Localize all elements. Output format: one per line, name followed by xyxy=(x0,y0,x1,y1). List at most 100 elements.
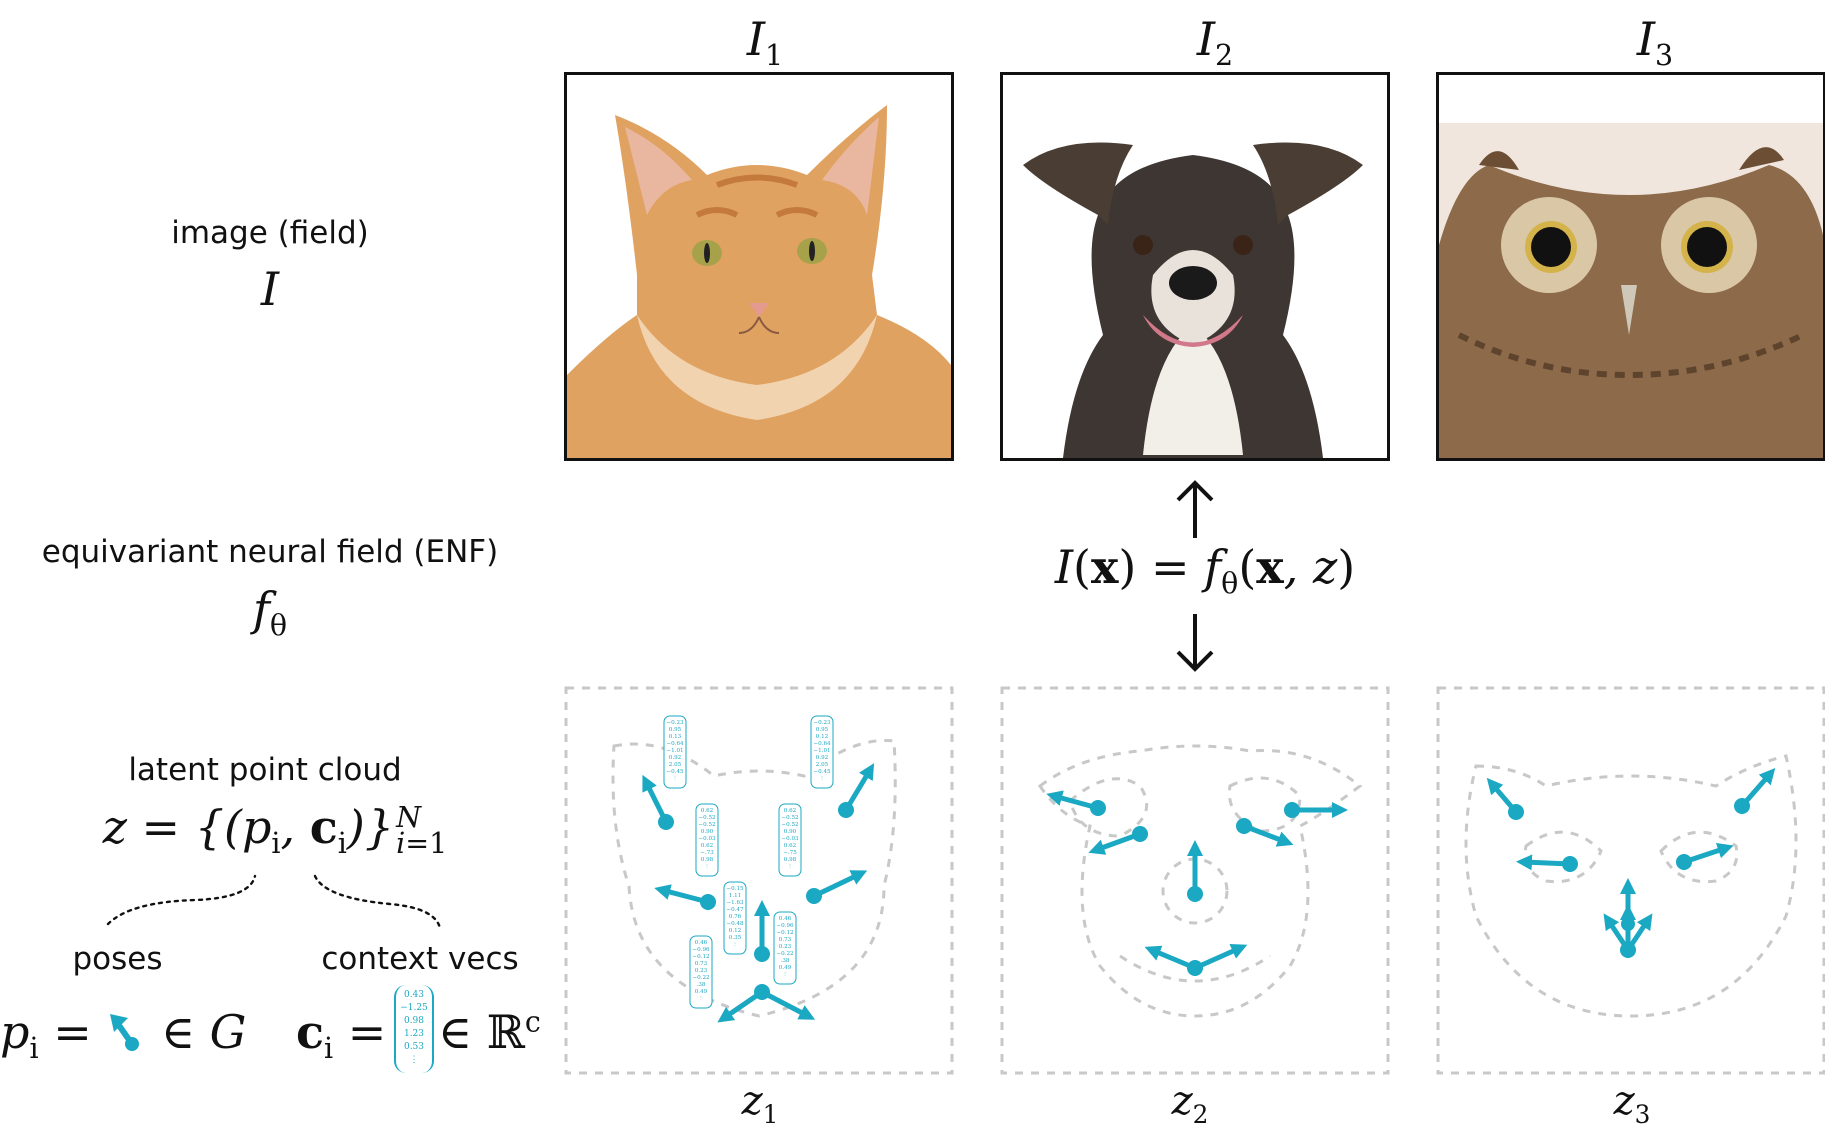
vector-value: 0.12 xyxy=(816,734,829,740)
vector-value: −0.12 xyxy=(776,930,794,936)
vector-value: 0.35 xyxy=(729,935,742,941)
pose-point xyxy=(1508,804,1524,820)
vector-value: ⋮ xyxy=(782,972,788,978)
vector-value: −0.12 xyxy=(692,954,710,960)
owl-outline xyxy=(1464,754,1798,1018)
vector-value: ⋮ xyxy=(704,864,710,870)
context-vecs-label: context vecs xyxy=(321,941,519,977)
vector-value: ⋮ xyxy=(698,996,704,1002)
pose-arrow-icon xyxy=(110,1014,140,1051)
vector-value: 0.49 xyxy=(779,965,792,971)
enf-symbol: fθ xyxy=(252,582,288,643)
image-title-3: I3 xyxy=(1636,12,1674,73)
image-field-label: image (field) xyxy=(171,215,369,251)
context-vector-column: 0.62−0.52−0.520.90−0.030.62−.750.98⋮ xyxy=(778,803,802,877)
vector-value: ⋮ xyxy=(787,864,793,870)
image-title-1: I1 xyxy=(746,12,784,73)
pose-point xyxy=(754,984,770,1000)
vector-value: −0.23 xyxy=(813,720,831,726)
pose-point xyxy=(1187,886,1203,902)
pose-point xyxy=(1187,960,1203,976)
context-value: 0.43 xyxy=(403,990,425,1000)
vector-value: −1.63 xyxy=(726,900,744,906)
latent-point-cloud-label: latent point cloud xyxy=(128,752,402,788)
vector-value: 2.05 xyxy=(816,762,829,768)
image-symbol: I xyxy=(260,262,280,316)
dog-outline xyxy=(1037,744,1363,1018)
formula-split-brackets xyxy=(106,874,442,930)
vector-value: −0.22 xyxy=(692,975,710,981)
pose-arrow xyxy=(1193,943,1248,971)
vector-value: −0.45 xyxy=(813,769,831,775)
context-value: 1.23 xyxy=(403,1029,425,1039)
vector-value: 0.12 xyxy=(729,928,742,934)
vector-value: 0.73 xyxy=(695,961,708,967)
vector-value: −0.52 xyxy=(781,815,799,821)
latent-z1-panel: −0.230.950.13−0.64−1.010.922.05−0.45⋮ −0… xyxy=(564,686,954,1075)
context-value: 0.98 xyxy=(403,1016,425,1026)
vector-value: 0.90 xyxy=(784,829,797,835)
vector-value: −1.01 xyxy=(666,748,683,754)
vector-value: 0.95 xyxy=(669,727,682,733)
pose-point xyxy=(1090,800,1106,816)
vector-value: −.73 xyxy=(700,850,714,856)
vector-value: 0.92 xyxy=(816,755,829,761)
vector-value: ⋮ xyxy=(732,942,738,948)
pose-point xyxy=(754,946,770,962)
context-vector-column: −0.151.11−1.63−0.470.76−0.480.120.35⋮ xyxy=(723,881,747,955)
pose-point xyxy=(1620,942,1636,958)
vector-value: 0.62 xyxy=(701,843,714,849)
latent-caption-3: z3 xyxy=(1613,1078,1651,1129)
vector-value: 0.95 xyxy=(816,727,829,733)
down-arrow-icon xyxy=(1176,614,1214,672)
vector-value: 0.62 xyxy=(784,808,797,814)
vector-value: −.75 xyxy=(783,850,797,856)
vector-value: −0.52 xyxy=(781,822,799,828)
latent-caption-1: z1 xyxy=(741,1078,779,1129)
vector-value: 0.73 xyxy=(779,937,792,943)
context-vector-column: −0.230.950.13−0.64−1.010.922.05−0.45⋮ xyxy=(663,715,687,789)
vector-value: 0.62 xyxy=(784,843,797,849)
pose-point xyxy=(700,894,716,910)
vector-value: −0.47 xyxy=(726,907,744,913)
pose-point xyxy=(658,814,674,830)
context-vector-bracket: 0.43 −1.25 0.98 1.23 0.53 ⋮ xyxy=(394,985,434,1073)
vector-value: −0.45 xyxy=(666,769,684,775)
vector-value: −0.64 xyxy=(813,741,831,747)
context-vector-column: −0.230.950.12−0.64−1.010.922.05−0.45⋮ xyxy=(810,715,834,789)
vector-value: −0.15 xyxy=(726,886,744,892)
enf-formula: I(x) = fθ(x, z) xyxy=(1054,540,1356,601)
vector-value: 0.13 xyxy=(669,734,682,740)
vector-value: −0.64 xyxy=(666,741,684,747)
vector-value: −1.01 xyxy=(813,748,830,754)
pose-point xyxy=(1132,826,1148,842)
pose-point xyxy=(1621,917,1635,931)
pose-point xyxy=(838,802,854,818)
vector-value: 2.05 xyxy=(669,762,682,768)
latent-z2-panel xyxy=(1000,686,1390,1075)
vector-value: 0.23 xyxy=(695,968,708,974)
context-value: 0.53 xyxy=(403,1042,425,1052)
vector-value: 0.90 xyxy=(701,829,714,835)
vector-value: ⋮ xyxy=(672,776,678,782)
vector-value: −0.96 xyxy=(776,923,794,929)
up-arrow-icon xyxy=(1176,480,1214,538)
vector-value: −0.96 xyxy=(692,947,710,953)
dog-image xyxy=(1000,72,1390,461)
owl-image xyxy=(1436,72,1825,461)
vector-value: ⋮ xyxy=(819,776,825,782)
pose-point xyxy=(806,888,822,904)
image-title-2: I2 xyxy=(1196,12,1234,73)
cat-outline xyxy=(611,738,897,1018)
vector-value: 1.11 xyxy=(729,893,741,899)
pose-arrow xyxy=(760,989,816,1020)
context-value: −1.25 xyxy=(400,1003,428,1013)
enf-label: equivariant neural field (ENF) xyxy=(41,534,499,570)
vector-value: 0.98 xyxy=(784,857,797,863)
vector-value: 0.46 xyxy=(695,940,708,946)
context-vector-column: 0.62−0.52−0.520.90−0.030.62−.730.98⋮ xyxy=(695,803,719,877)
vector-value: .38 xyxy=(697,982,706,988)
vector-value: 0.76 xyxy=(729,914,742,920)
pose-point xyxy=(1562,856,1578,872)
